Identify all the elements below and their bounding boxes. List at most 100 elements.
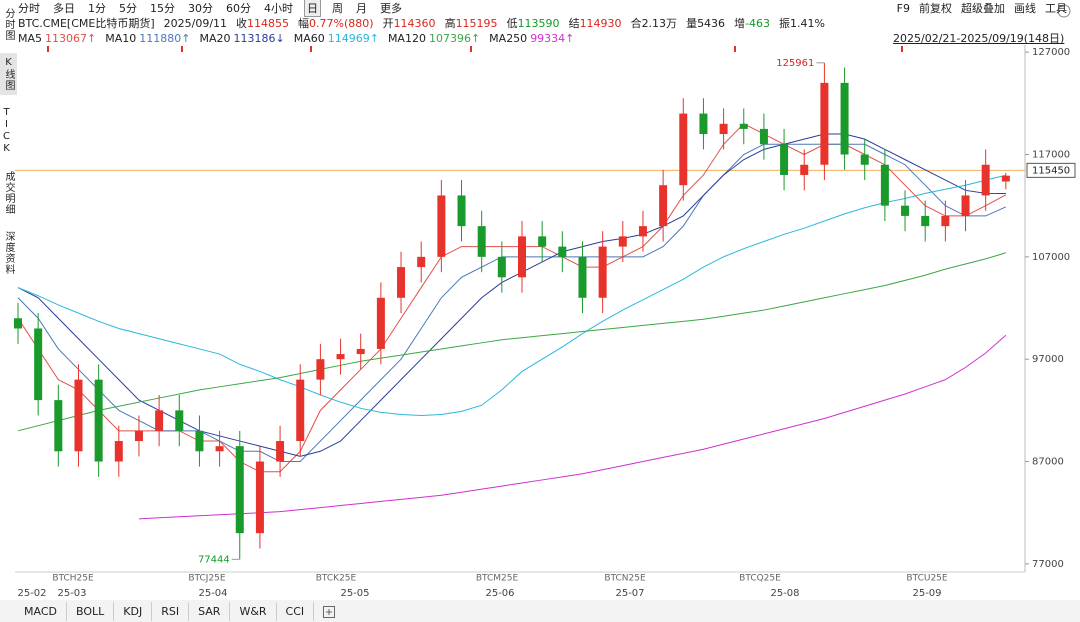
indicator-tab[interactable]: MACD (15, 602, 67, 621)
candle-body (699, 113, 708, 135)
contract-label: BTCM25E (476, 574, 519, 584)
month-label: 25-07 (615, 588, 644, 599)
contract-label: BTCQ25E (739, 574, 781, 584)
indicator-tab[interactable]: BOLL (67, 602, 115, 621)
legend-name: MA20 (199, 31, 231, 45)
legend-value: 114969↑ (327, 31, 379, 45)
candle-body (175, 410, 184, 431)
legend-entry: MA250 99334↑ (489, 32, 574, 45)
month-label: 25-06 (485, 588, 514, 599)
quote-value: 113590 (517, 17, 560, 30)
sidebar-tab[interactable]: TICK (1, 107, 12, 155)
y-tick-label: 87000 (1032, 457, 1064, 468)
sidebar-tab[interactable]: K线图 (0, 53, 17, 95)
date-range[interactable]: 2025/02/21-2025/09/19(148日) (893, 32, 1065, 45)
period-button[interactable]: 日 (304, 0, 321, 17)
ma-legend: MA5 113067↑ MA10 111880↑ MA20 113186↓ MA60 1149… (18, 31, 583, 45)
quote-item: 振1.41% (779, 15, 825, 31)
ma-line (17, 252, 1006, 432)
sidebar-tab[interactable]: 深度资料 (3, 231, 14, 275)
month-label: 25-02 (17, 588, 46, 599)
quote-value: 114360 (393, 17, 436, 30)
period-button[interactable]: 60分 (226, 2, 251, 15)
candle-body (780, 144, 789, 175)
period-button[interactable]: 月 (356, 2, 367, 15)
y-tick-label: 97000 (1032, 354, 1064, 365)
contract-label: BTCJ25E (188, 574, 226, 584)
indicator-tab[interactable]: CCI (277, 602, 315, 621)
indicator-tab[interactable]: RSI (152, 602, 190, 621)
quote-item: 合2.13万 (631, 15, 678, 31)
period-button[interactable]: 5分 (119, 2, 137, 15)
candle-body (497, 256, 506, 278)
y-tick-label: 117000 (1032, 150, 1070, 161)
indicator-tab[interactable]: KDJ (114, 602, 153, 621)
price-label: 115450 (1032, 165, 1070, 176)
candle-body (739, 123, 748, 129)
candle-body (477, 226, 486, 257)
indicator-tabs: MACD BOLL KDJ RSI SAR W&R CCI (15, 602, 344, 621)
period-button[interactable]: 分时 (18, 2, 40, 15)
quote-item: 开114360 (383, 15, 436, 31)
legend-entry: MA5 113067↑ (18, 32, 96, 45)
candle-body (941, 215, 950, 227)
quote-value: 1.41% (790, 17, 825, 30)
sidebar: 分时图 K线图 TICK 成交明细深度资料 (0, 4, 17, 287)
candle-body (659, 185, 668, 227)
quote-label: 幅 (298, 17, 310, 30)
quote-label: 增 (734, 17, 746, 30)
tab-bar-bg (0, 600, 1080, 622)
candle-body (880, 164, 889, 206)
legend-name: MA250 (489, 31, 528, 45)
candle-body (981, 164, 990, 196)
tool-button[interactable]: 前复权 (919, 2, 952, 15)
quote-item: 收114855 (236, 15, 289, 31)
candle-body (114, 441, 123, 462)
sidebar-tab[interactable]: 成交明细 (3, 171, 14, 215)
quote-label: 量 (686, 17, 698, 30)
legend-value: 107396↑ (428, 31, 481, 45)
period-toolbar: 分时 多日 1分 5分 15分 30分 60分 4小时日周月更多 (16, 0, 413, 17)
candle-body (54, 400, 63, 452)
ma-line (17, 174, 1006, 416)
quote-item: 增-463 (734, 15, 770, 31)
sidebar-tab[interactable]: 分时图 (3, 8, 14, 41)
symbol: BTC.CME[CME比特币期货] (18, 17, 155, 30)
high-label: 125961 (776, 58, 814, 69)
quote-label: 高 (444, 17, 456, 30)
candle-body (195, 430, 204, 452)
period-button[interactable]: 周 (332, 2, 343, 15)
ma-line (17, 123, 1007, 473)
indicator-tab[interactable]: W&R (230, 602, 277, 621)
candle-body (14, 318, 22, 329)
candle-body (638, 226, 647, 237)
tool-button[interactable]: 超级叠加 (961, 2, 1005, 15)
period-button[interactable]: 4小时 (264, 2, 293, 15)
legend-name: MA120 (387, 31, 426, 45)
period-button[interactable]: 更多 (380, 2, 402, 15)
quote-label: 收 (236, 17, 248, 30)
indicator-tab[interactable]: SAR (189, 602, 231, 621)
quote-item: 低113590 (507, 15, 560, 31)
candle-body (215, 446, 224, 452)
quote-value: 115195 (455, 17, 498, 30)
tool-button[interactable]: F9 (896, 1, 910, 15)
legend-name: MA10 (105, 31, 137, 45)
candle-body (558, 246, 567, 257)
candle-body (235, 446, 244, 534)
legend-name: MA60 (293, 31, 325, 45)
candle-body (296, 379, 305, 442)
period-button[interactable]: 30分 (188, 2, 213, 15)
tool-toolbar: F9 前复权 超级叠加 画线 工具 (896, 1, 1076, 16)
add-tab[interactable] (314, 602, 344, 621)
period-button[interactable]: 15分 (150, 2, 175, 15)
tool-button[interactable]: 画线 (1014, 2, 1036, 15)
period-button[interactable]: 多日 (53, 2, 75, 15)
tool-button[interactable]: 工具 (1045, 2, 1067, 15)
settings-icon[interactable] (1057, 4, 1071, 18)
candle-body (578, 256, 587, 298)
ma-line (138, 334, 1007, 520)
plus-icon[interactable] (323, 606, 336, 618)
period-button[interactable]: 1分 (88, 2, 106, 15)
